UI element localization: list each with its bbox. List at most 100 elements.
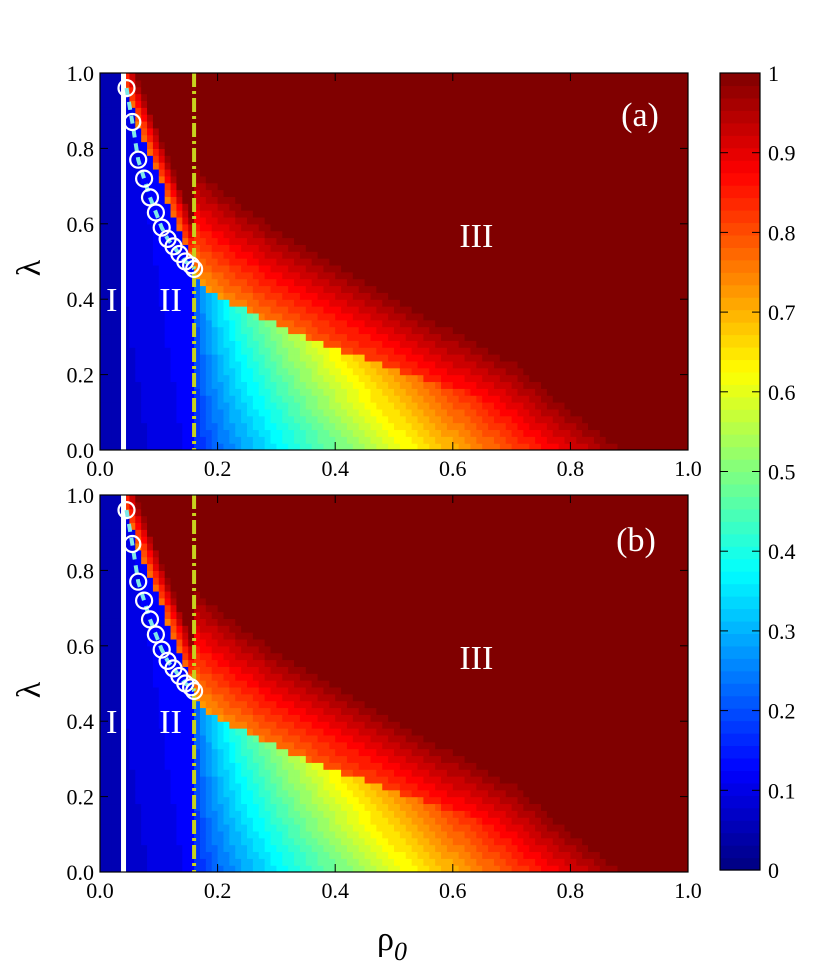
heatmap-cell xyxy=(493,203,501,211)
heatmap-cell xyxy=(123,120,130,129)
heatmap-cell xyxy=(546,374,554,383)
heatmap-cell xyxy=(270,436,277,444)
heatmap-cell xyxy=(288,175,295,184)
heatmap-cell xyxy=(458,148,466,156)
heatmap-cell xyxy=(329,73,336,81)
heatmap-cell xyxy=(382,402,389,410)
heatmap-cell xyxy=(482,443,489,450)
heatmap-cell xyxy=(564,251,571,259)
heatmap-cell xyxy=(358,312,366,321)
heatmap-cell xyxy=(194,251,201,259)
heatmap-cell xyxy=(147,271,154,280)
heatmap-cell xyxy=(470,347,477,355)
heatmap-cell xyxy=(388,100,395,108)
heatmap-cell xyxy=(299,182,307,191)
heatmap-cell xyxy=(241,100,248,108)
heatmap-cell xyxy=(464,278,472,287)
heatmap-cell xyxy=(617,251,624,259)
heatmap-cell xyxy=(488,162,495,170)
heatmap-cell xyxy=(170,196,178,204)
heatmap-cell xyxy=(352,237,360,245)
heatmap-cell xyxy=(552,86,560,95)
heatmap-cell xyxy=(423,381,430,389)
heatmap-cell xyxy=(329,175,336,184)
heatmap-cell xyxy=(282,299,289,307)
heatmap-cell xyxy=(335,306,342,314)
heatmap-cell xyxy=(346,271,354,280)
heatmap-cell xyxy=(505,148,513,156)
heatmap-cell xyxy=(458,402,466,410)
heatmap-cell xyxy=(499,216,507,225)
heatmap-cell xyxy=(588,388,595,396)
heatmap-cell xyxy=(435,388,442,396)
heatmap-cell xyxy=(323,333,330,341)
heatmap-cell xyxy=(288,285,295,293)
heatmap-cell xyxy=(205,271,213,280)
heatmap-cell xyxy=(105,114,113,122)
heatmap-cell xyxy=(258,155,266,163)
heatmap-cell xyxy=(170,86,178,95)
heatmap-cell xyxy=(623,168,630,177)
heatmap-cell xyxy=(558,326,566,335)
heatmap-cell xyxy=(417,223,424,232)
heatmap-cell xyxy=(305,360,313,369)
heatmap-cell xyxy=(623,189,630,197)
heatmap-cell xyxy=(541,86,548,95)
heatmap-cell xyxy=(188,196,195,204)
heatmap-cell xyxy=(394,73,401,81)
heatmap-cell xyxy=(100,100,107,108)
heatmap-cell xyxy=(399,134,407,143)
heatmap-cell xyxy=(100,134,107,143)
heatmap-cell xyxy=(535,429,542,437)
heatmap-cell xyxy=(576,73,583,81)
heatmap-cell xyxy=(552,223,560,232)
heatmap-cell xyxy=(123,100,130,108)
heatmap-cell xyxy=(311,312,319,321)
heatmap-cell xyxy=(147,210,154,218)
heatmap-cell xyxy=(194,141,201,149)
heatmap-cell xyxy=(541,182,548,191)
heatmap-cell xyxy=(623,107,630,115)
heatmap-cell xyxy=(493,264,501,273)
heatmap-cell xyxy=(188,402,195,410)
heatmap-cell xyxy=(141,155,148,163)
heatmap-cell xyxy=(629,306,636,314)
heatmap-cell xyxy=(423,312,430,321)
heatmap-cell xyxy=(317,367,325,376)
heatmap-cell xyxy=(123,367,130,376)
heatmap-cell xyxy=(429,251,436,259)
heatmap-cell xyxy=(394,299,401,307)
heatmap-cell xyxy=(247,360,254,369)
heatmap-cell xyxy=(217,189,225,197)
heatmap-cell xyxy=(264,182,272,191)
heatmap-cell xyxy=(388,114,395,122)
heatmap-cell xyxy=(529,408,536,417)
heatmap-cell xyxy=(176,162,183,170)
heatmap-cell xyxy=(176,443,183,450)
heatmap-cell xyxy=(352,422,360,431)
heatmap-cell xyxy=(147,285,154,293)
heatmap-cell xyxy=(317,271,325,280)
heatmap-cell xyxy=(570,86,577,95)
heatmap-cell xyxy=(241,251,248,259)
heatmap-cell xyxy=(458,107,466,115)
heatmap-cell xyxy=(382,216,389,225)
heatmap-cell xyxy=(523,306,530,314)
heatmap-cell xyxy=(358,182,366,191)
heatmap-cell xyxy=(123,73,130,81)
heatmap-cell xyxy=(341,285,348,293)
heatmap-cell xyxy=(617,244,624,252)
heatmap-cell xyxy=(611,395,619,403)
heatmap-cell xyxy=(105,216,113,225)
heatmap-cell xyxy=(476,162,483,170)
heatmap-cell xyxy=(111,381,119,389)
heatmap-cell xyxy=(117,230,125,239)
heatmap-cell xyxy=(211,114,219,122)
heatmap-cell xyxy=(182,168,189,177)
heatmap-cell xyxy=(558,79,566,88)
heatmap-cell xyxy=(423,134,430,143)
heatmap-cell xyxy=(305,319,313,328)
heatmap-cell xyxy=(241,306,248,314)
heatmap-cell xyxy=(323,175,330,184)
heatmap-cell xyxy=(394,114,401,122)
